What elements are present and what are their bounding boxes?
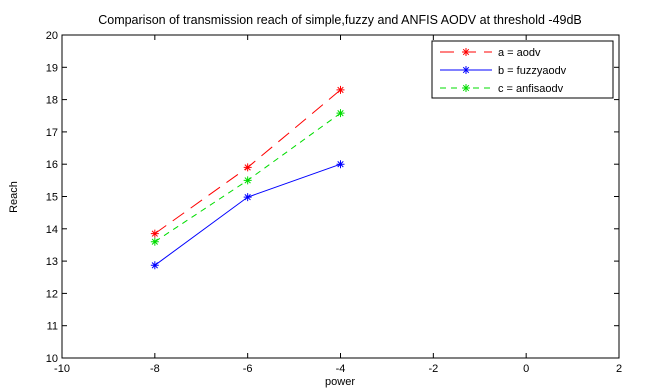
y-tick-label: 11 (47, 321, 58, 333)
legend-marker (462, 84, 470, 92)
x-tick-label: 0 (523, 363, 529, 375)
x-tick-label: -2 (428, 363, 438, 375)
legend-label: b = fuzzyaodv (498, 65, 567, 77)
y-tick-label: 20 (46, 30, 58, 42)
y-tick-label: 15 (46, 192, 58, 204)
series-markers (150, 85, 345, 270)
data-point-marker (336, 109, 345, 118)
y-tick-label: 10 (46, 353, 58, 365)
y-tick-label: 16 (46, 159, 58, 171)
data-point-marker (336, 160, 345, 169)
axis-ticks: -10 -8 -6 -4 -2 0 2 10 11 12 13 14 15 16 17 18 19 20 (46, 30, 622, 375)
x-tick-label: -6 (243, 363, 253, 375)
data-point-marker (243, 176, 252, 185)
y-tick-label: 19 (46, 62, 58, 74)
data-point-marker (243, 163, 252, 172)
y-tick-label: 18 (46, 95, 58, 107)
x-tick-label: 2 (616, 363, 622, 375)
x-tick-label: -10 (54, 363, 70, 375)
legend-label: c = anfisaodv (498, 83, 564, 95)
chart-title: Comparison of transmission reach of simp… (98, 13, 582, 27)
y-axis-label: Reach (8, 181, 20, 213)
legend: a = aodv b = fuzzyaodv c = anfisaodv (431, 40, 614, 99)
x-tick-label: -4 (336, 363, 346, 375)
x-tick-label: -8 (150, 363, 160, 375)
y-tick-label: 13 (46, 256, 58, 268)
x-axis-label: power (325, 376, 355, 388)
data-point-marker (150, 237, 159, 246)
legend-marker (462, 66, 470, 74)
legend-marker (462, 48, 470, 56)
legend-label: a = aodv (498, 47, 541, 59)
y-tick-label: 12 (46, 288, 58, 300)
data-point-marker (150, 229, 159, 238)
data-point-marker (150, 261, 159, 270)
y-tick-label: 14 (46, 224, 58, 236)
data-point-marker (243, 193, 252, 202)
y-tick-label: 17 (46, 127, 58, 139)
data-point-marker (336, 85, 345, 94)
